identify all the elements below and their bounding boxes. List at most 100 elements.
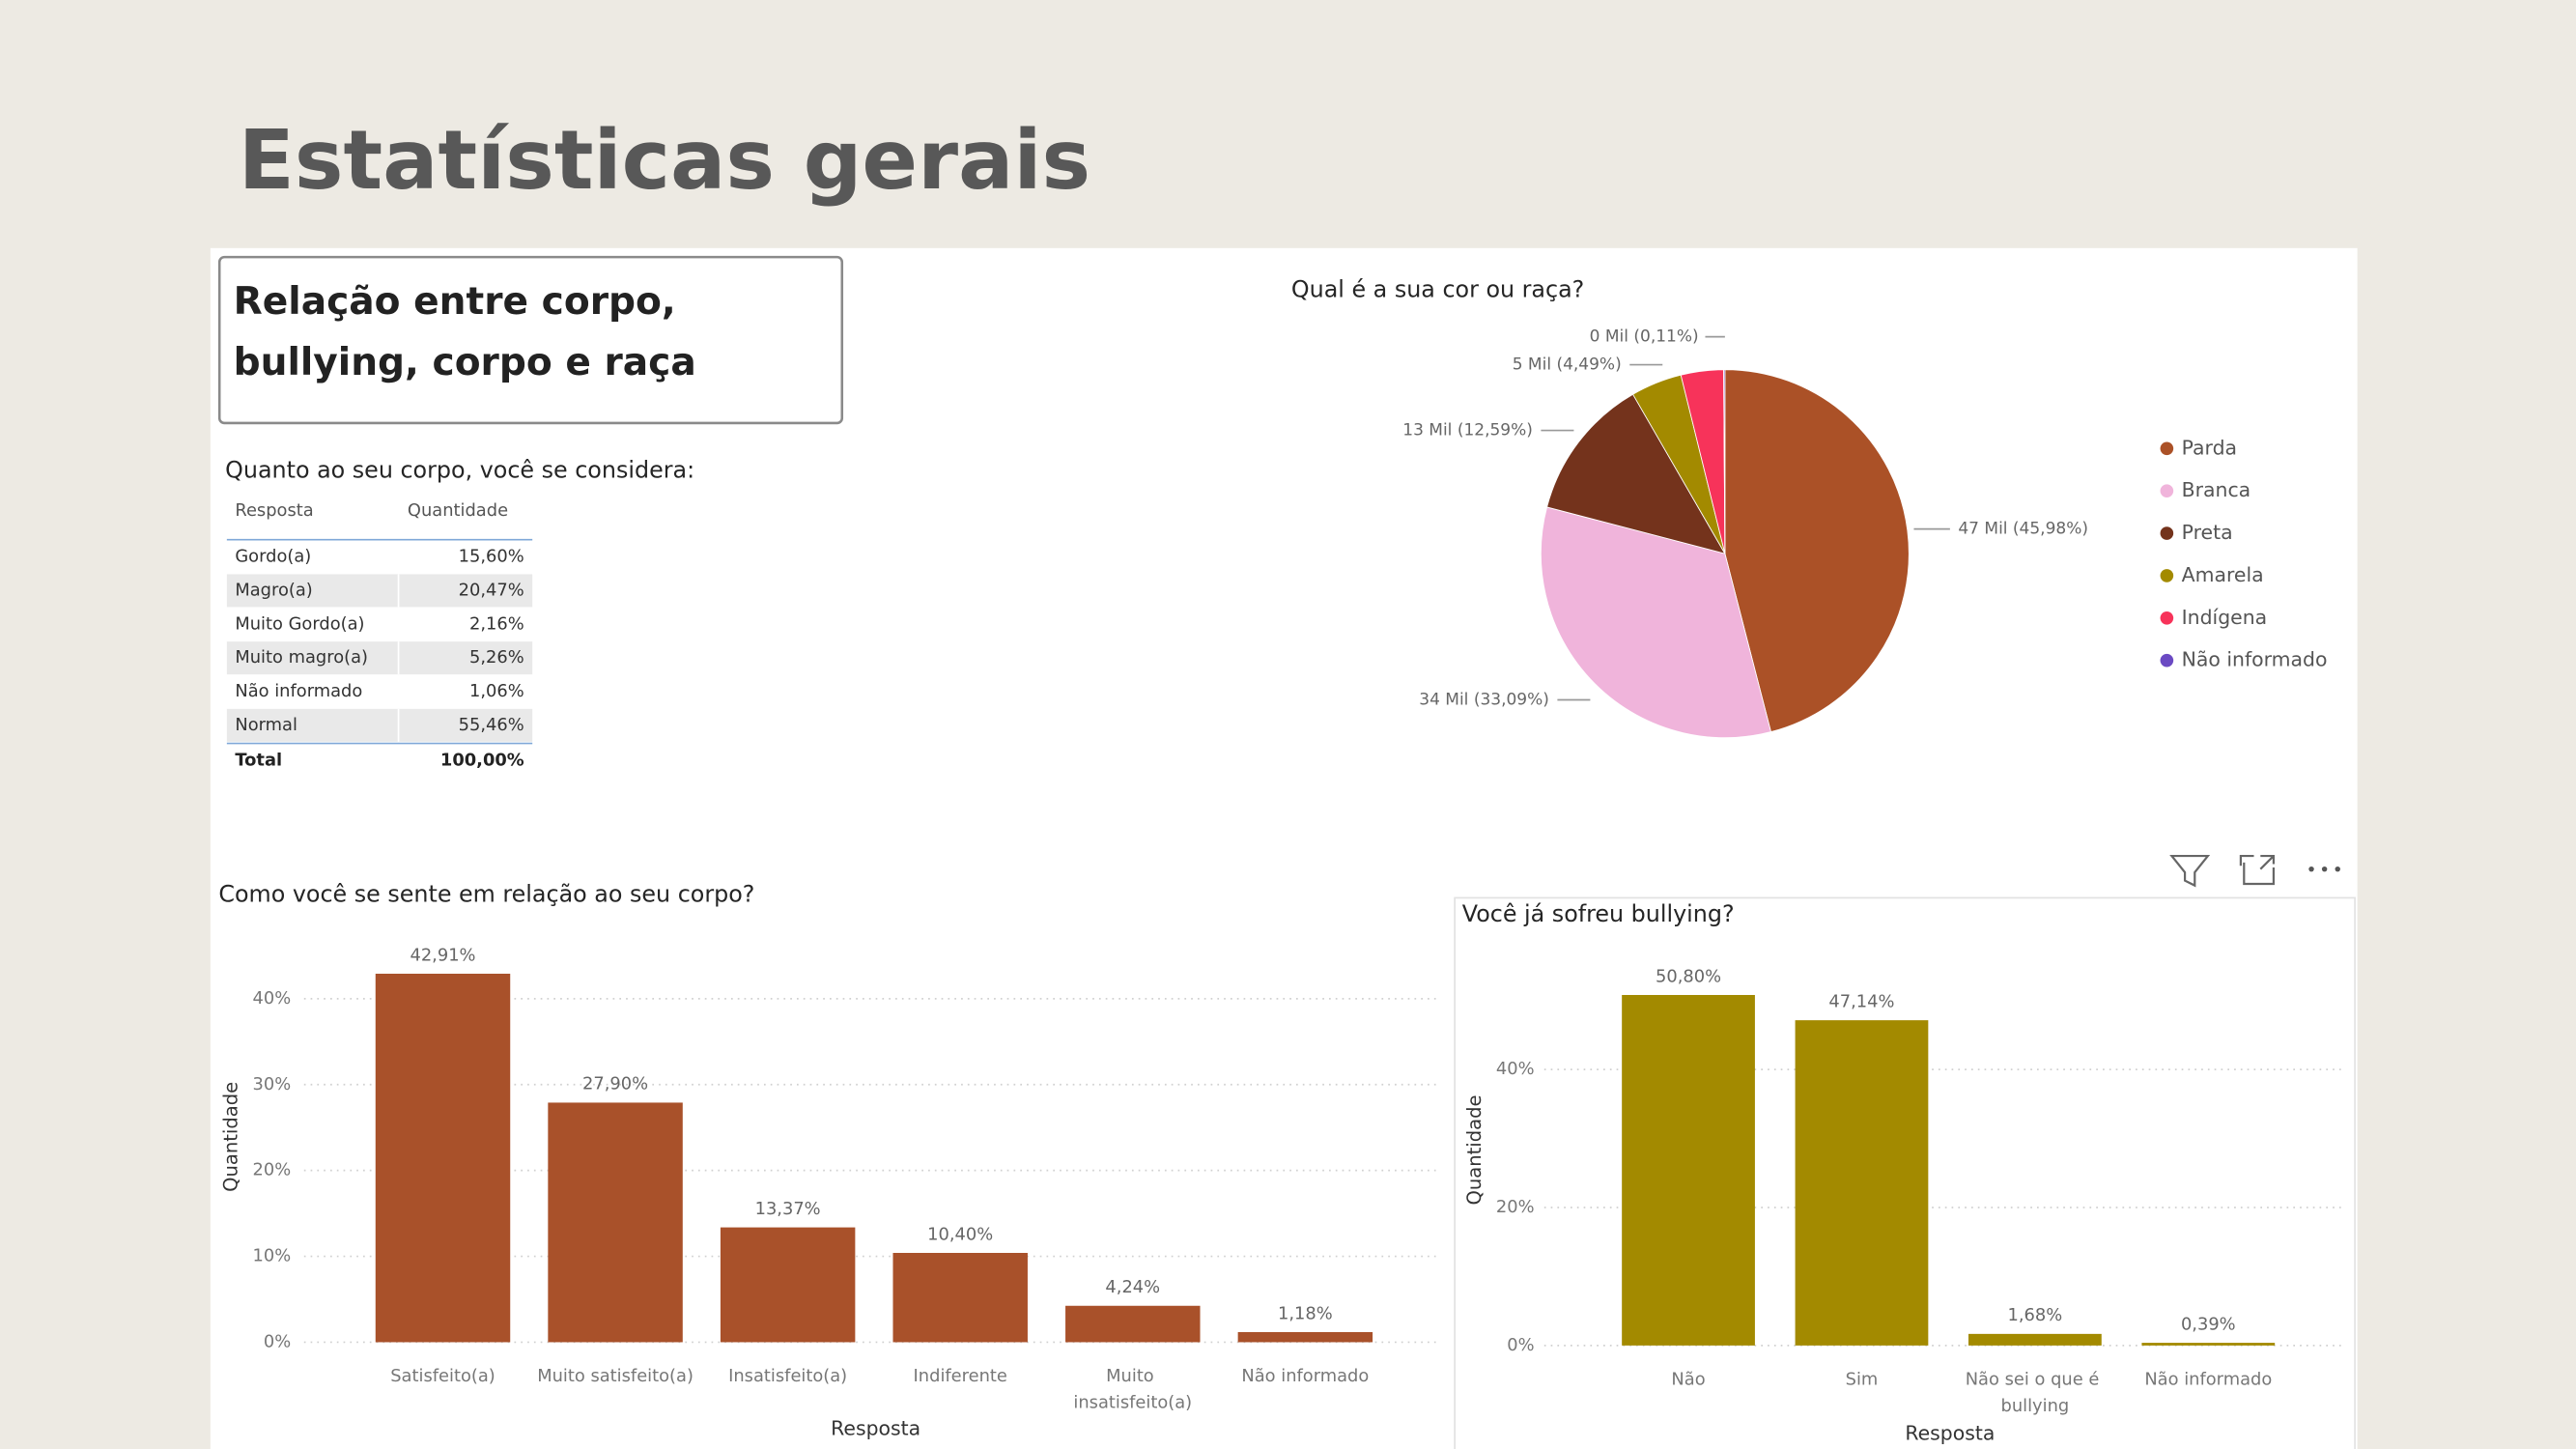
pie-slice bbox=[1546, 393, 1726, 554]
row-value: 2,16% bbox=[469, 613, 524, 634]
data-label: 47 Mil (45,98%) bbox=[1958, 520, 2088, 539]
data-label: 13 Mil (12,59%) bbox=[1402, 421, 1533, 440]
x-tick-label: Não informado bbox=[1241, 1366, 1369, 1386]
bar bbox=[892, 1253, 1028, 1343]
data-label: 13,37% bbox=[755, 1199, 821, 1219]
legend-label: Preta bbox=[2182, 521, 2233, 544]
x-tick-label: Não informado bbox=[2144, 1370, 2272, 1390]
y-axis-title: Quantidade bbox=[1463, 1094, 1486, 1205]
legend-marker bbox=[2160, 441, 2174, 456]
legend-label: Parda bbox=[2182, 436, 2237, 459]
y-tick-label: 0% bbox=[264, 1331, 291, 1351]
y-tick-label: 0% bbox=[1507, 1335, 1534, 1355]
card bbox=[217, 255, 844, 425]
chart-title: Como você se sente em relação ao seu cor… bbox=[218, 880, 754, 907]
y-tick-label: 40% bbox=[253, 988, 292, 1009]
x-tick-label: Não sei o que é bullying bbox=[1966, 1370, 2105, 1416]
data-label: 50,80% bbox=[1656, 966, 1721, 986]
data-label: 1,18% bbox=[1278, 1303, 1333, 1323]
y-tick-label: 20% bbox=[1496, 1197, 1535, 1217]
chart-title: Qual é a sua cor ou raça? bbox=[1291, 276, 1584, 303]
row-label: Muito Gordo(a) bbox=[235, 613, 364, 634]
x-tick-label: Não bbox=[1671, 1370, 1705, 1390]
row-label: Muito magro(a) bbox=[235, 647, 368, 668]
bar bbox=[1065, 1305, 1201, 1343]
x-tick-label: Insatisfeito(a) bbox=[728, 1366, 847, 1386]
data-label: 27,90% bbox=[582, 1074, 648, 1094]
table-title: Quanto ao seu corpo, você se considera: bbox=[225, 457, 694, 484]
row-label: Não informado bbox=[235, 681, 362, 701]
more-options-icon[interactable] bbox=[2308, 866, 2340, 872]
data-label: 34 Mil (33,09%) bbox=[1419, 690, 1549, 709]
row-value: 5,26% bbox=[469, 647, 524, 668]
pie-slice bbox=[1541, 506, 1772, 739]
data-label: 5 Mil (4,49%) bbox=[1513, 355, 1622, 375]
legend-label: Branca bbox=[2182, 478, 2251, 501]
row-stripe bbox=[226, 574, 533, 608]
y-tick-label: 10% bbox=[253, 1246, 292, 1266]
legend-marker bbox=[2160, 526, 2174, 540]
legend-marker bbox=[2160, 484, 2174, 497]
pie-slice bbox=[1723, 369, 1726, 554]
x-tick-label: Muito satisfeito(a) bbox=[537, 1366, 694, 1386]
x-tick-label: Satisfeito(a) bbox=[390, 1366, 495, 1386]
report-panel bbox=[210, 247, 2358, 1449]
data-label: 10,40% bbox=[927, 1224, 993, 1244]
filter-icon[interactable] bbox=[2169, 854, 2211, 888]
bar bbox=[1968, 1333, 2102, 1346]
bar bbox=[2141, 1343, 2276, 1346]
y-tick-label: 30% bbox=[253, 1074, 292, 1094]
card-title-line: Relação entre corpo, bbox=[234, 280, 676, 324]
bar bbox=[375, 973, 511, 1343]
bar bbox=[1795, 1020, 1929, 1346]
column-header: Resposta bbox=[235, 500, 313, 521]
total-value: 100,00% bbox=[440, 750, 524, 770]
legend-marker bbox=[2160, 653, 2174, 668]
row-label: Gordo(a) bbox=[235, 547, 311, 567]
row-value: 1,06% bbox=[469, 681, 524, 701]
row-value: 15,60% bbox=[459, 547, 524, 567]
chart-title: Você já sofreu bullying? bbox=[1462, 900, 1735, 927]
data-label: 0 Mil (0,11%) bbox=[1590, 327, 1699, 347]
row-stripe bbox=[226, 708, 533, 742]
row-label: Magro(a) bbox=[235, 580, 312, 600]
page-title: Estatísticas gerais bbox=[239, 113, 1090, 209]
data-label: 4,24% bbox=[1105, 1277, 1160, 1297]
charts: Qual é a sua cor ou raça? 47 Mil (45,98%)… bbox=[218, 276, 2341, 1445]
bar bbox=[720, 1227, 856, 1343]
column-header: Quantidade bbox=[408, 500, 508, 521]
visual-header-icons bbox=[2169, 854, 2340, 888]
table: Quanto ao seu corpo, você se considera: R… bbox=[225, 457, 694, 771]
legend-label: Indígena bbox=[2182, 606, 2267, 629]
data-label: 47,14% bbox=[1828, 991, 1894, 1011]
bar bbox=[1622, 995, 1755, 1346]
data-label: 1,68% bbox=[2008, 1305, 2063, 1325]
x-axis-title: Resposta bbox=[1905, 1422, 1995, 1445]
x-tick-label: Sim bbox=[1846, 1370, 1879, 1390]
row-label: Normal bbox=[235, 715, 297, 735]
data-label: 0,39% bbox=[2181, 1314, 2236, 1334]
bar bbox=[548, 1102, 683, 1343]
pie-slice bbox=[1724, 369, 1910, 733]
x-tick-label: Muito insatisfeito(a) bbox=[1073, 1366, 1192, 1412]
data-label: 42,91% bbox=[410, 945, 475, 965]
card-title-line: bullying, corpo e raça bbox=[234, 341, 696, 384]
y-tick-label: 20% bbox=[253, 1160, 292, 1180]
x-tick-label: Indiferente bbox=[914, 1366, 1007, 1386]
focus-mode-icon[interactable] bbox=[2239, 854, 2276, 886]
total-label: Total bbox=[235, 750, 282, 770]
y-tick-label: 40% bbox=[1496, 1059, 1535, 1079]
row-value: 55,46% bbox=[459, 715, 524, 735]
legend-label: Amarela bbox=[2182, 563, 2264, 586]
legend-marker bbox=[2160, 611, 2174, 625]
row-value: 20,47% bbox=[459, 580, 524, 600]
bar bbox=[1237, 1331, 1373, 1343]
row-stripe bbox=[226, 641, 533, 675]
x-axis-title: Resposta bbox=[831, 1417, 920, 1440]
legend-label: Não informado bbox=[2182, 648, 2328, 671]
visual-frame bbox=[1454, 896, 2356, 1449]
y-axis-title: Quantidade bbox=[219, 1082, 241, 1192]
legend-marker bbox=[2160, 569, 2174, 582]
